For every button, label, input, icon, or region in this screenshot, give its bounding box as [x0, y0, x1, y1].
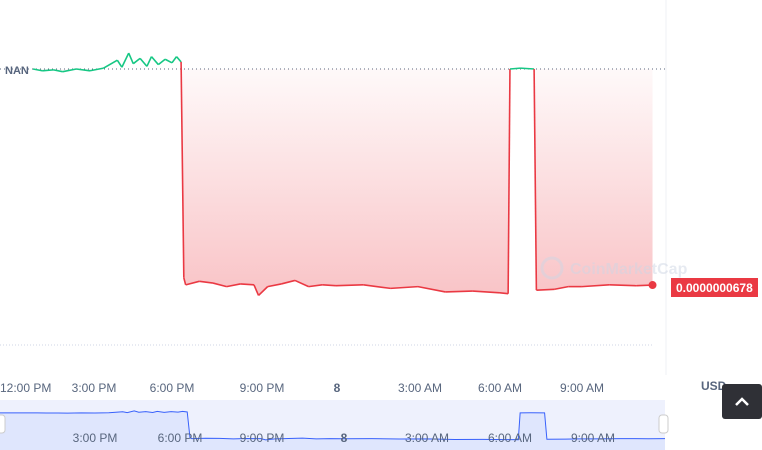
navigator-tick-label: 9:00 AM	[571, 431, 615, 445]
price-line-segment	[76, 68, 91, 72]
price-line-segment	[121, 52, 130, 68]
navigator-left-handle[interactable]	[0, 414, 6, 434]
navigator-right-handle[interactable]	[658, 414, 669, 434]
price-line-segment	[226, 283, 241, 288]
x-tick-label: 8	[334, 381, 341, 395]
navigator-tick-label: 9:00 PM	[240, 431, 285, 445]
price-line-segment	[554, 285, 569, 291]
price-line-segment	[185, 280, 200, 286]
price-line-segment	[335, 284, 364, 287]
price-line-segment	[445, 290, 473, 293]
watermark: CoinMarketCap	[540, 256, 688, 280]
price-line-segment	[294, 279, 309, 288]
navigator-tick-label: 8	[341, 431, 348, 445]
open-price-label: NAN	[5, 65, 29, 77]
price-line-segment	[509, 67, 521, 70]
svg-text:CoinMarketCap: CoinMarketCap	[570, 261, 688, 278]
price-line-segment	[53, 69, 63, 73]
price-line-segment	[536, 288, 555, 291]
price-line-segment	[171, 56, 178, 64]
price-line-segment	[116, 59, 123, 68]
navigator-tick-label: 6:00 PM	[158, 431, 203, 445]
price-line-segment	[363, 284, 391, 290]
price-line-segment	[127, 52, 134, 65]
navigator-line	[0, 410, 665, 441]
x-tick-label: 3:00 PM	[72, 381, 117, 395]
price-line-segment	[164, 58, 173, 64]
price-line-segment	[533, 68, 538, 291]
chevron-up-icon	[735, 396, 749, 406]
price-line-segment	[581, 284, 610, 288]
price-line-segment	[281, 279, 296, 285]
below-open-area	[33, 69, 653, 296]
x-tick-label: 9:00 AM	[560, 381, 604, 395]
navigator-tick-label: 6:00 AM	[488, 431, 532, 445]
navigator-tick-label: 3:00 PM	[73, 431, 118, 445]
price-line-segment	[32, 68, 43, 72]
price-line-segment	[308, 284, 323, 288]
price-line-segment	[499, 292, 509, 295]
x-tick-label: 12:00 PM	[0, 381, 51, 395]
price-line-segment	[609, 284, 637, 287]
price-line-segment	[132, 57, 141, 65]
price-line-segment	[507, 68, 511, 294]
x-tick-label: 6:00 PM	[150, 381, 195, 395]
price-line-segment	[139, 57, 148, 67]
navigator-tick-label: 3:00 AM	[405, 431, 449, 445]
current-price-tag: 0.0000000678	[671, 278, 758, 297]
price-line-segment	[183, 277, 187, 286]
price-line-segment	[417, 285, 446, 293]
x-tick-label: 3:00 AM	[398, 381, 442, 395]
price-line-segment	[62, 68, 77, 73]
price-line-segment	[472, 290, 500, 294]
price-line-segment	[520, 67, 535, 70]
scroll-to-top-button[interactable]	[722, 384, 762, 419]
price-line-segment	[150, 56, 159, 66]
price-line-segment	[253, 284, 260, 296]
currency-label: USD	[701, 379, 727, 393]
price-line-segment	[390, 285, 419, 290]
current-price-dot	[648, 281, 657, 290]
price-line-segment	[322, 284, 337, 287]
price-line-segment	[257, 286, 269, 297]
price-line-segment	[89, 67, 104, 72]
price-line-segment	[267, 283, 282, 288]
price-line-segment	[103, 59, 118, 69]
price-line-segment	[212, 282, 227, 288]
price-line-segment	[240, 283, 255, 286]
price-line-segment	[199, 280, 214, 284]
x-tick-label: 9:00 PM	[240, 381, 285, 395]
navigator-area	[0, 410, 665, 450]
price-line-segment	[146, 56, 153, 67]
price-line-segment	[42, 69, 54, 72]
x-tick-label: 6:00 AM	[478, 381, 522, 395]
price-line-segment	[180, 61, 185, 278]
price-line-segment	[157, 58, 166, 66]
price-line-segment	[175, 56, 182, 63]
navigator[interactable]	[0, 400, 665, 450]
